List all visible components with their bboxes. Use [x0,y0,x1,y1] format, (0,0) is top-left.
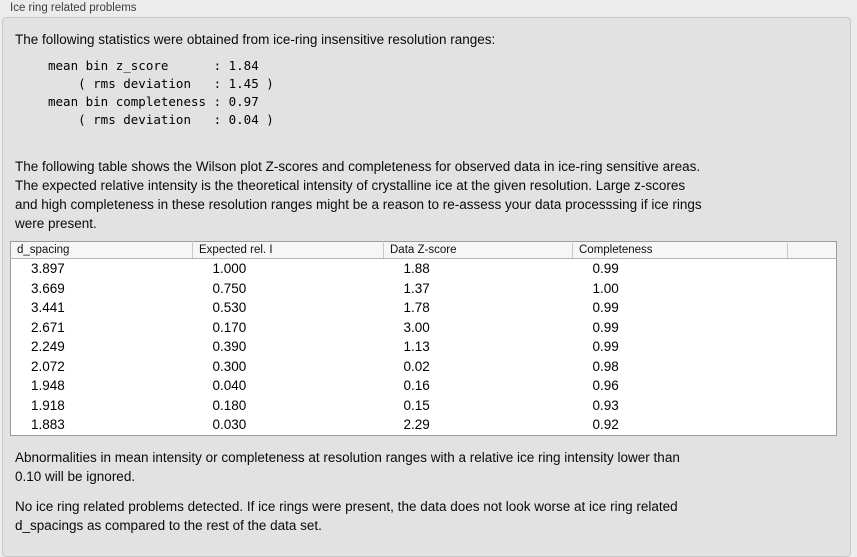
column-header: Expected rel. I [192,241,384,259]
table-cell: 0.96 [592,378,619,394]
table-cell: 1.13 [403,339,430,355]
table-cell: 1.000 [212,261,247,277]
table-cell: 0.040 [212,378,247,394]
table-cell [788,318,837,338]
table-cell: 1.37 [403,280,430,296]
table-row[interactable]: 1.918 0.180 0.15 0.93 [11,396,837,416]
table-cell: 0.99 [592,300,619,316]
table-cell: 0.98 [592,358,619,374]
table-row[interactable]: 1.948 0.040 0.16 0.96 [11,376,837,396]
table-row[interactable]: 1.883 0.030 2.29 0.92 [11,415,837,435]
table-row[interactable]: 3.669 0.750 1.37 1.00 [11,279,837,299]
ice-ring-table: d_spacing Expected rel. I Data Z-score Comp… [10,241,837,436]
table-cell: 0.300 [212,358,247,374]
column-header [787,241,837,259]
table-cell: 0.99 [592,339,619,355]
note-ignore-threshold: Abnormalities in mean intensity or compl… [15,449,680,484]
table-cell: 3.441 [31,300,65,316]
table-cell [788,279,837,299]
table-cell [788,396,837,416]
table-cell: 0.16 [403,378,430,394]
stats-block: mean bin z_score : 1.84 ( rms deviation … [48,58,274,127]
table-cell: 2.29 [403,417,430,433]
table-cell: 1.00 [592,280,619,296]
section-groupbox: The following statistics were obtained f… [2,17,851,557]
table-cell: 3.669 [31,280,65,296]
table-cell: 0.92 [592,417,619,433]
table-cell: 0.99 [592,319,619,335]
table-cell: 0.170 [212,319,247,335]
table-cell: 3.00 [403,319,430,335]
table-cell: 0.030 [212,417,247,433]
table-cell: 0.93 [592,397,619,413]
stats-intro-text: The following statistics were obtained f… [15,32,496,47]
table-cell [788,259,837,279]
table-cell: 3.897 [31,261,65,277]
table-header-row: d_spacing Expected rel. I Data Z-score Comp… [10,241,837,259]
table-cell: 1.78 [403,300,430,316]
table-cell [788,298,837,318]
table-cell: 0.530 [212,300,247,316]
table-cell: 0.750 [212,280,247,296]
table-cell: 2.072 [31,358,65,374]
table-cell: 1.918 [31,397,65,413]
table-row[interactable]: 2.249 0.390 1.13 0.99 [11,337,837,357]
table-cell: 2.671 [31,319,65,335]
column-header: d_spacing [10,241,193,259]
table-cell: 2.249 [31,339,65,355]
table-cell [788,376,837,396]
column-header: Completeness [572,241,788,259]
table-cell [788,415,837,435]
table-row[interactable]: 2.671 0.170 3.00 0.99 [11,318,837,338]
table-cell: 1.883 [31,417,65,433]
table-cell [788,337,837,357]
note-conclusion: No ice ring related problems detected. I… [15,498,678,533]
table-cell: 0.180 [212,397,247,413]
table-cell: 0.15 [403,397,430,413]
column-header: Data Z-score [383,241,573,259]
table-cell: 1.948 [31,378,65,394]
table-row[interactable]: 3.441 0.530 1.78 0.99 [11,298,837,318]
section-title: Ice ring related problems [10,2,137,14]
table-cell: 0.390 [212,339,247,355]
table-body: 3.897 1.000 1.88 0.99 3.669 0.750 1.37 1.00 3.44… [11,259,837,436]
table-row[interactable]: 3.897 1.000 1.88 0.99 [11,259,837,279]
table-cell [788,357,837,377]
table-cell: 0.02 [403,358,430,374]
table-description-text: The following table shows the Wilson plo… [15,159,702,231]
table-cell: 0.99 [592,261,619,277]
table-cell: 1.88 [403,261,430,277]
table-row[interactable]: 2.072 0.300 0.02 0.98 [11,357,837,377]
